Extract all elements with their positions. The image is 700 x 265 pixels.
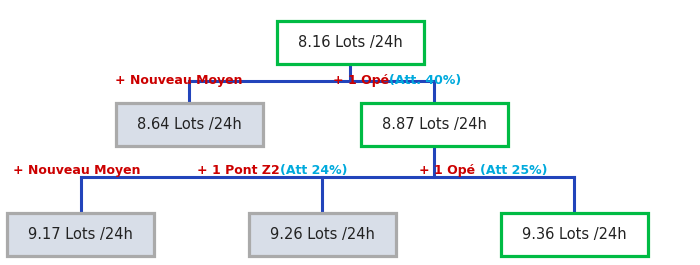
Text: (Att 25%): (Att 25%) — [480, 164, 547, 177]
Text: 8.16 Lots /24h: 8.16 Lots /24h — [298, 35, 402, 50]
Text: 9.36 Lots /24h: 9.36 Lots /24h — [522, 227, 626, 242]
FancyBboxPatch shape — [248, 213, 396, 256]
Text: + Nouveau Moyen: + Nouveau Moyen — [13, 164, 141, 177]
Text: 8.64 Lots /24h: 8.64 Lots /24h — [136, 117, 241, 132]
Text: 9.17 Lots /24h: 9.17 Lots /24h — [28, 227, 133, 242]
Text: (Att. 40%): (Att. 40%) — [389, 74, 461, 87]
Text: (Att 24%): (Att 24%) — [280, 164, 347, 177]
Text: + 1 Opé: + 1 Opé — [419, 164, 480, 177]
FancyBboxPatch shape — [7, 213, 154, 256]
Text: + Nouveau Moyen: + Nouveau Moyen — [115, 74, 242, 87]
Text: 9.26 Lots /24h: 9.26 Lots /24h — [270, 227, 374, 242]
FancyBboxPatch shape — [276, 21, 424, 64]
Text: + 1 Opé: + 1 Opé — [333, 74, 389, 87]
Text: + 1 Pont Z2: + 1 Pont Z2 — [197, 164, 280, 177]
FancyBboxPatch shape — [500, 213, 648, 256]
FancyBboxPatch shape — [116, 103, 262, 146]
FancyBboxPatch shape — [360, 103, 508, 146]
Text: 8.87 Lots /24h: 8.87 Lots /24h — [382, 117, 486, 132]
